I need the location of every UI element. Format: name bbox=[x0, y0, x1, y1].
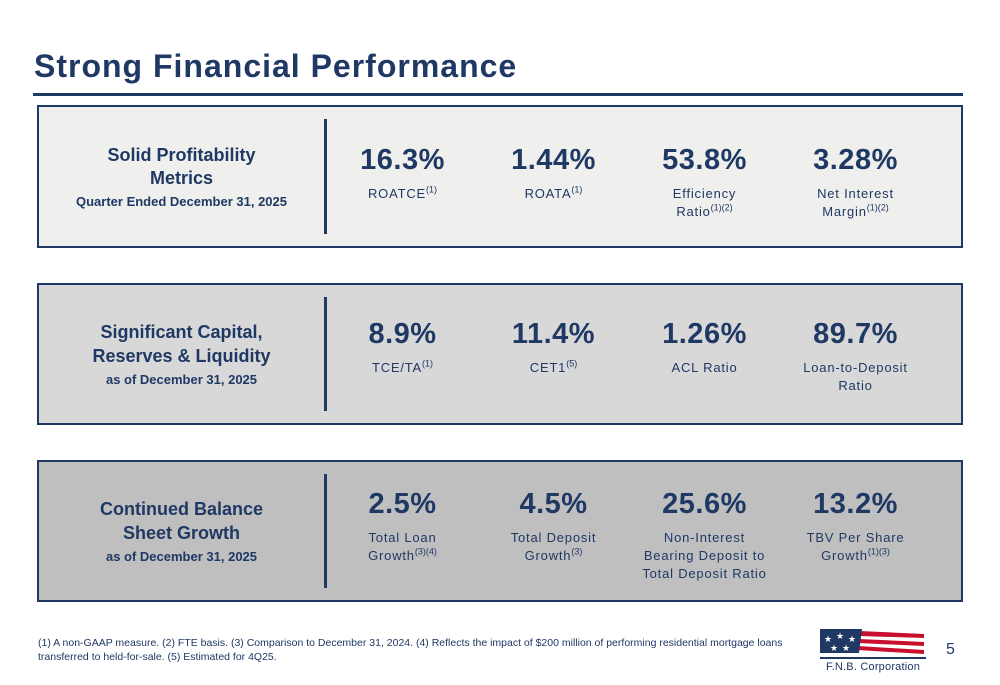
metric-footnote-ref: (1)(3) bbox=[867, 546, 890, 557]
metric: 89.7% Loan-to-Deposit Ratio bbox=[780, 318, 931, 395]
metric-label-text: Efficiency Ratio bbox=[672, 186, 737, 220]
panel-divider bbox=[324, 119, 327, 234]
metric-value: 53.8% bbox=[662, 144, 747, 176]
metric: 8.9% TCE/TA(1) bbox=[327, 318, 478, 377]
panel-subheading: as of December 31, 2025 bbox=[105, 548, 258, 564]
metric-label-text: ROATCE bbox=[367, 186, 426, 201]
metric: 1.44% ROATA(1) bbox=[478, 144, 629, 203]
svg-text:★: ★ bbox=[842, 643, 850, 653]
metric: 25.6% Non-Interest Bearing Deposit to To… bbox=[629, 488, 780, 584]
metric-label: ACL Ratio bbox=[629, 359, 780, 377]
logo-caption: F.N.B. Corporation bbox=[820, 657, 926, 673]
metric: 11.4% CET1(5) bbox=[478, 318, 629, 377]
metric-footnote-ref: (3)(4) bbox=[414, 546, 437, 557]
panel-capital-liquidity: Significant Capital, Reserves & Liquidit… bbox=[37, 283, 963, 425]
metric-value: 2.5% bbox=[368, 488, 437, 520]
metric-footnote-ref: (1)(2) bbox=[866, 202, 889, 213]
metrics-row: 2.5% Total Loan Growth(3)(4) 4.5% Total … bbox=[327, 462, 961, 600]
metric-label-text: Total Deposit Growth bbox=[510, 530, 597, 564]
metric: 1.26% ACL Ratio bbox=[629, 318, 780, 377]
metric: 4.5% Total Deposit Growth(3) bbox=[478, 488, 629, 565]
svg-text:★: ★ bbox=[836, 631, 844, 641]
metric-value: 25.6% bbox=[662, 488, 747, 520]
metric-label: Net Interest Margin(1)(2) bbox=[780, 185, 931, 221]
panel-divider bbox=[324, 474, 327, 588]
svg-text:★: ★ bbox=[824, 634, 832, 644]
metric-label: Non-Interest Bearing Deposit to Total De… bbox=[629, 529, 780, 584]
metric-value: 8.9% bbox=[368, 318, 437, 350]
panel-heading: Solid Profitability Metrics bbox=[107, 144, 256, 188]
slide-title: Strong Financial Performance bbox=[34, 48, 518, 84]
metric-value: 4.5% bbox=[519, 488, 588, 520]
metric-label: CET1(5) bbox=[478, 359, 629, 377]
metric-label: ROATA(1) bbox=[478, 185, 629, 203]
metric-value: 1.44% bbox=[511, 144, 596, 176]
metric-label: Loan-to-Deposit Ratio bbox=[780, 359, 931, 395]
metric-label-text: Net Interest Margin bbox=[817, 186, 894, 220]
panel-heading-block: Solid Profitability Metrics Quarter Ende… bbox=[39, 107, 324, 246]
metric-label-text: TBV Per Share Growth bbox=[806, 530, 905, 564]
metric: 2.5% Total Loan Growth(3)(4) bbox=[327, 488, 478, 565]
metric-value: 89.7% bbox=[813, 318, 898, 350]
metric-value: 3.28% bbox=[813, 144, 898, 176]
metric-value: 13.2% bbox=[813, 488, 898, 520]
metric-label-text: ROATA bbox=[524, 186, 572, 201]
fnb-flag-icon: ★ ★ ★ ★ ★ bbox=[820, 629, 924, 654]
metric-footnote-ref: (1)(2) bbox=[710, 202, 733, 213]
metric-footnote-ref: (1) bbox=[426, 184, 437, 195]
metric: 16.3% ROATCE(1) bbox=[327, 144, 478, 203]
panel-divider bbox=[324, 297, 327, 411]
metric-footnote-ref: (5) bbox=[566, 358, 578, 369]
metric-label-text: Non-Interest Bearing Deposit to Total De… bbox=[642, 530, 767, 582]
metric-label-text: CET1 bbox=[529, 360, 567, 375]
metric-label: Total Deposit Growth(3) bbox=[478, 529, 629, 565]
metric-value: 16.3% bbox=[360, 144, 445, 176]
metric-label: TBV Per Share Growth(1)(3) bbox=[780, 529, 931, 565]
panel-subheading: Quarter Ended December 31, 2025 bbox=[76, 194, 287, 210]
metric-label: Efficiency Ratio(1)(2) bbox=[629, 185, 780, 221]
panel-heading: Significant Capital, Reserves & Liquidit… bbox=[92, 322, 271, 366]
title-underline bbox=[33, 93, 963, 96]
metrics-row: 8.9% TCE/TA(1) 11.4% CET1(5) 1.26% ACL R… bbox=[327, 285, 961, 423]
panel-subheading: as of December 31, 2025 bbox=[105, 371, 258, 387]
svg-text:★: ★ bbox=[848, 634, 856, 644]
metric-label-text: Loan-to-Deposit Ratio bbox=[803, 360, 908, 394]
panel-heading: Continued Balance Sheet Growth bbox=[99, 499, 264, 543]
panel-balance-sheet-growth: Continued Balance Sheet Growth as of Dec… bbox=[37, 460, 963, 602]
metric: 53.8% Efficiency Ratio(1)(2) bbox=[629, 144, 780, 221]
slide-footnote: (1) A non-GAAP measure. (2) FTE basis. (… bbox=[38, 637, 783, 664]
svg-text:★: ★ bbox=[830, 643, 838, 653]
metric-label-text: TCE/TA bbox=[371, 360, 423, 375]
panel-heading-block: Significant Capital, Reserves & Liquidit… bbox=[39, 285, 324, 423]
metric-label-text: ACL Ratio bbox=[671, 360, 738, 375]
metrics-row: 16.3% ROATCE(1) 1.44% ROATA(1) 53.8% Eff… bbox=[327, 107, 961, 246]
panel-profitability: Solid Profitability Metrics Quarter Ende… bbox=[37, 105, 963, 248]
metric-footnote-ref: (1) bbox=[571, 184, 583, 195]
metric-label: ROATCE(1) bbox=[327, 185, 478, 203]
metric: 13.2% TBV Per Share Growth(1)(3) bbox=[780, 488, 931, 565]
metric-label-text: Total Loan Growth bbox=[368, 530, 437, 564]
page-number: 5 bbox=[946, 641, 955, 658]
metric-value: 11.4% bbox=[511, 318, 596, 350]
panel-heading-block: Continued Balance Sheet Growth as of Dec… bbox=[39, 462, 324, 600]
metric-value: 1.26% bbox=[662, 318, 747, 350]
metric-footnote-ref: (3) bbox=[571, 546, 583, 557]
metric-label: TCE/TA(1) bbox=[327, 359, 478, 377]
fnb-logo: ★ ★ ★ ★ ★ F.N.B. Corporation bbox=[820, 629, 926, 673]
metric-footnote-ref: (1) bbox=[422, 358, 434, 369]
metric: 3.28% Net Interest Margin(1)(2) bbox=[780, 144, 931, 221]
metric-label: Total Loan Growth(3)(4) bbox=[327, 529, 478, 565]
